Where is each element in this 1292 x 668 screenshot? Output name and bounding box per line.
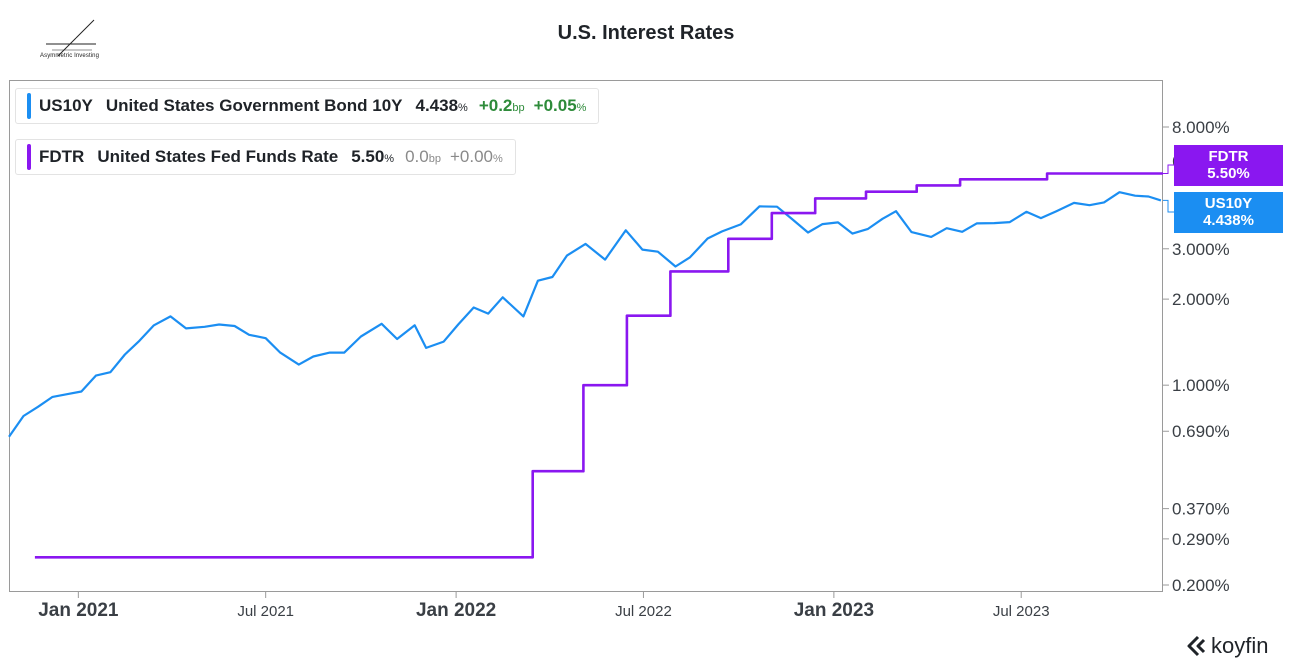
legend-change-bp: +0.2bp (479, 96, 525, 116)
legend-change-pct-unit: % (576, 102, 587, 114)
y-tick-label: 0.690% (1172, 422, 1230, 441)
legend-change-pct: +0.05% (534, 96, 587, 116)
koyfin-wordmark: koyfin (1211, 633, 1269, 658)
asymmetric-investing-logo (46, 19, 96, 57)
y-tick-label: 8.000% (1172, 118, 1230, 137)
fdtr-tag-value: 5.50% (1207, 165, 1250, 182)
fdtr-tag-ticker: FDTR (1208, 148, 1249, 165)
legend-series-name: United States Fed Funds Rate (97, 147, 339, 166)
legend-value-unit: % (458, 102, 468, 114)
legend-color-us10y (27, 93, 31, 119)
x-tick-label: Jan 2022 (416, 600, 496, 621)
logo-text: Asymmetric Investing (40, 53, 100, 59)
x-tick-label: Jan 2023 (794, 600, 874, 621)
chart-title: U.S. Interest Rates (557, 22, 735, 44)
y-tick-label: 0.290% (1172, 530, 1230, 549)
x-tick-label: Jul 2021 (237, 603, 294, 620)
legend-change-bp: 0.0bp (405, 147, 441, 167)
legend-value-unit: % (384, 153, 395, 165)
us10y-tag-connector (1163, 199, 1174, 213)
legend-ticker: US10Y (39, 96, 93, 115)
legend-change-pct-number: +0.00 (449, 147, 493, 166)
x-tick-label: Jul 2023 (993, 603, 1050, 620)
fdtr-tag-connector (1163, 164, 1174, 175)
y-tick-label: 1.000% (1172, 376, 1230, 395)
legend-change-pct-unit: % (492, 153, 503, 165)
legend-change-bp-number: 0.0 (405, 147, 429, 166)
series-line-us10y (8, 191, 1162, 438)
legend-ticker: FDTR (39, 147, 85, 166)
y-tick-label: 2.000% (1172, 290, 1230, 309)
us10y-price-tag: US10Y 4.438% (1174, 192, 1283, 233)
legend-fdtr[interactable]: FDTR United States Fed Funds Rate 5.50% … (15, 139, 516, 175)
series-line-fdtr (34, 172, 1163, 559)
legend-value: 5.50% (351, 147, 394, 167)
legend-value: 4.438% (416, 96, 468, 116)
x-tick-label: Jan 2021 (38, 600, 119, 621)
legend-us10y[interactable]: US10Y United States Government Bond 10Y … (15, 88, 600, 124)
legend-change-bp-unit: bp (428, 153, 441, 165)
y-tick-label: 3.000% (1172, 240, 1230, 259)
y-tick-label: 0.200% (1172, 576, 1230, 595)
legend-change-bp-number: +0.2 (478, 96, 513, 115)
koyfin-brand: koyfin (1185, 633, 1268, 659)
legend-change-bp-unit: bp (512, 102, 525, 114)
legend-value-number: 4.438 (415, 96, 459, 115)
legend-series-name: United States Government Bond 10Y (105, 96, 403, 115)
koyfin-logo-icon (1187, 635, 1206, 657)
us10y-tag-ticker: US10Y (1204, 195, 1253, 212)
fdtr-price-tag: FDTR 5.50% (1174, 145, 1283, 186)
legend-change-pct-number: +0.05 (533, 96, 577, 115)
legend-change-pct: +0.00% (450, 147, 503, 167)
plot-area (9, 80, 1163, 592)
us10y-tag-value: 4.438% (1203, 212, 1254, 229)
legend-color-fdtr (27, 144, 31, 170)
x-tick-label: Jul 2022 (615, 603, 672, 620)
y-tick-label: 0.370% (1172, 500, 1230, 519)
legend-value-number: 5.50 (351, 147, 385, 166)
